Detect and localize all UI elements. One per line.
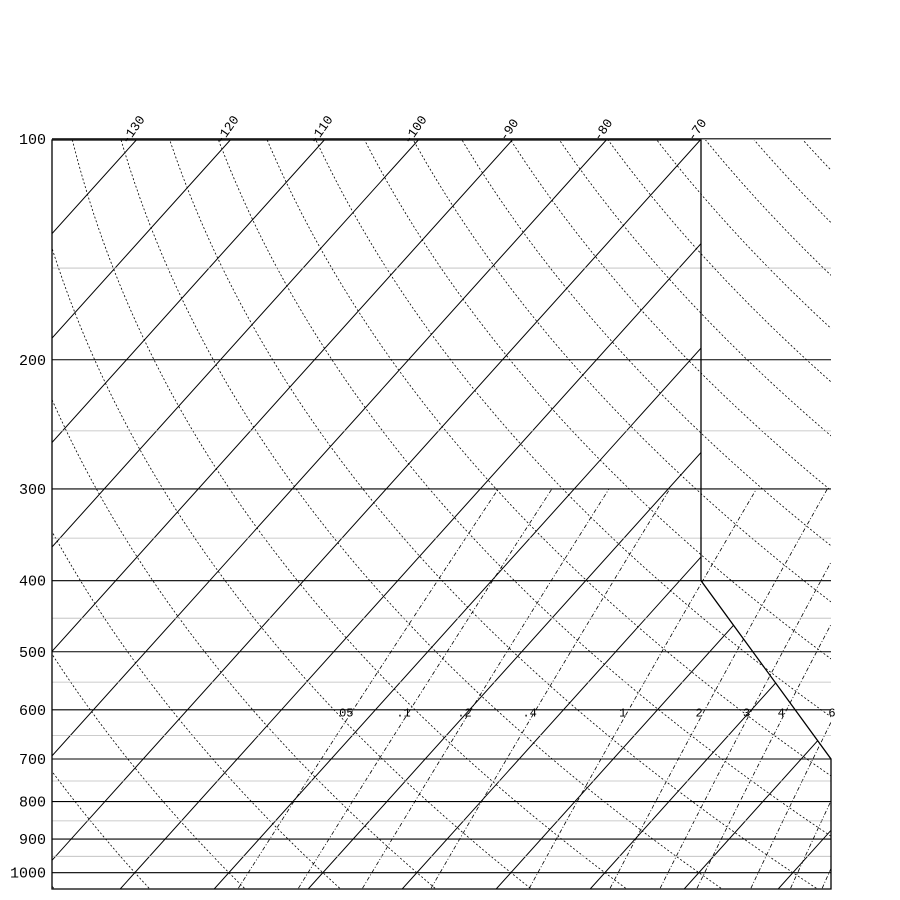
svg-text:-120: -120 [212,113,242,147]
svg-text:900: 900 [19,832,46,849]
svg-text:.4: .4 [522,706,536,720]
svg-text:500: 500 [19,645,46,662]
svg-text:100: 100 [19,132,46,149]
svg-text:.2: .2 [457,706,471,720]
svg-text:700: 700 [19,752,46,769]
svg-text:200: 200 [19,353,46,370]
svg-text:400: 400 [19,574,46,591]
svg-text:6: 6 [828,706,835,720]
svg-text:2: 2 [696,706,703,720]
svg-text:1000: 1000 [10,866,46,883]
svg-text:-100: -100 [400,113,430,147]
svg-text:3: 3 [743,706,750,720]
svg-text:.1: .1 [396,706,410,720]
svg-text:4: 4 [778,706,785,720]
svg-text:600: 600 [19,703,46,720]
svg-text:05: 05 [339,706,353,720]
svg-text:1: 1 [619,706,626,720]
svg-text:-130: -130 [118,113,148,147]
svg-text:-110: -110 [306,113,336,147]
svg-text:300: 300 [19,482,46,499]
svg-text:800: 800 [19,795,46,812]
